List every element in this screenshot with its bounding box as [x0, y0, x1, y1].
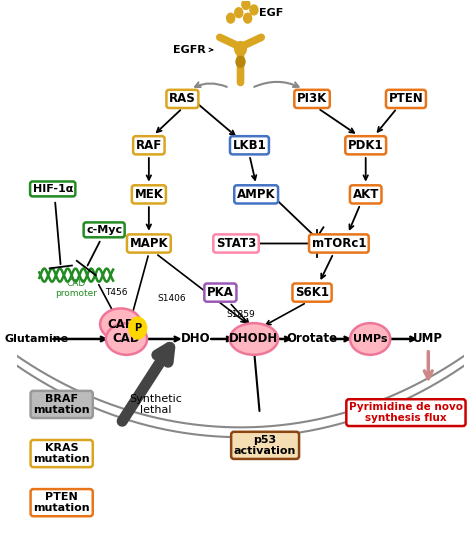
Ellipse shape — [106, 323, 147, 355]
Text: DHO: DHO — [181, 333, 210, 346]
Text: Synthetic
lethal: Synthetic lethal — [129, 394, 182, 415]
Circle shape — [250, 5, 258, 15]
Text: T456: T456 — [105, 288, 128, 297]
Text: c-Myc: c-Myc — [86, 225, 122, 235]
Circle shape — [129, 317, 146, 339]
Text: HIF-1α: HIF-1α — [33, 184, 73, 194]
Text: UMPs: UMPs — [353, 334, 387, 344]
Ellipse shape — [350, 323, 390, 355]
Circle shape — [235, 8, 243, 18]
Text: CAD: CAD — [113, 333, 140, 346]
Circle shape — [236, 56, 245, 67]
Text: CAD: CAD — [107, 318, 135, 331]
Circle shape — [235, 42, 246, 56]
Text: PDK1: PDK1 — [348, 139, 383, 152]
Text: Pyrimidine de novo
synthesis flux: Pyrimidine de novo synthesis flux — [349, 402, 463, 423]
Text: STAT3: STAT3 — [216, 237, 256, 250]
Text: CAD
promoter: CAD promoter — [55, 279, 97, 299]
Text: S6K1: S6K1 — [295, 286, 329, 299]
Text: S1859: S1859 — [226, 310, 255, 319]
Text: MAPK: MAPK — [129, 237, 168, 250]
Text: KRAS
mutation: KRAS mutation — [33, 443, 90, 464]
Circle shape — [244, 13, 252, 23]
Text: PKA: PKA — [207, 286, 234, 299]
Text: LKB1: LKB1 — [233, 139, 266, 152]
Text: UMP: UMP — [413, 333, 443, 346]
Text: MEK: MEK — [135, 188, 163, 201]
Text: RAF: RAF — [136, 139, 162, 152]
Circle shape — [242, 0, 250, 9]
Text: mTORc1: mTORc1 — [311, 237, 366, 250]
Text: PTEN: PTEN — [389, 92, 423, 106]
Text: Orotate: Orotate — [286, 333, 337, 346]
Text: Glutamine: Glutamine — [4, 334, 68, 344]
Text: RAS: RAS — [169, 92, 196, 106]
Text: AMPK: AMPK — [237, 188, 275, 201]
Circle shape — [227, 13, 235, 23]
Text: BRAF
mutation: BRAF mutation — [33, 394, 90, 415]
Text: DHODH: DHODH — [229, 333, 279, 346]
Ellipse shape — [230, 323, 278, 355]
Text: PI3K: PI3K — [297, 92, 327, 106]
Text: EGF: EGF — [259, 8, 283, 18]
Text: AKT: AKT — [353, 188, 379, 201]
Text: EGFR: EGFR — [173, 45, 205, 55]
Text: P: P — [134, 323, 141, 333]
Ellipse shape — [100, 309, 141, 340]
Text: PTEN
mutation: PTEN mutation — [33, 492, 90, 514]
Text: S1406: S1406 — [157, 294, 185, 302]
Text: p53
activation: p53 activation — [234, 434, 296, 456]
